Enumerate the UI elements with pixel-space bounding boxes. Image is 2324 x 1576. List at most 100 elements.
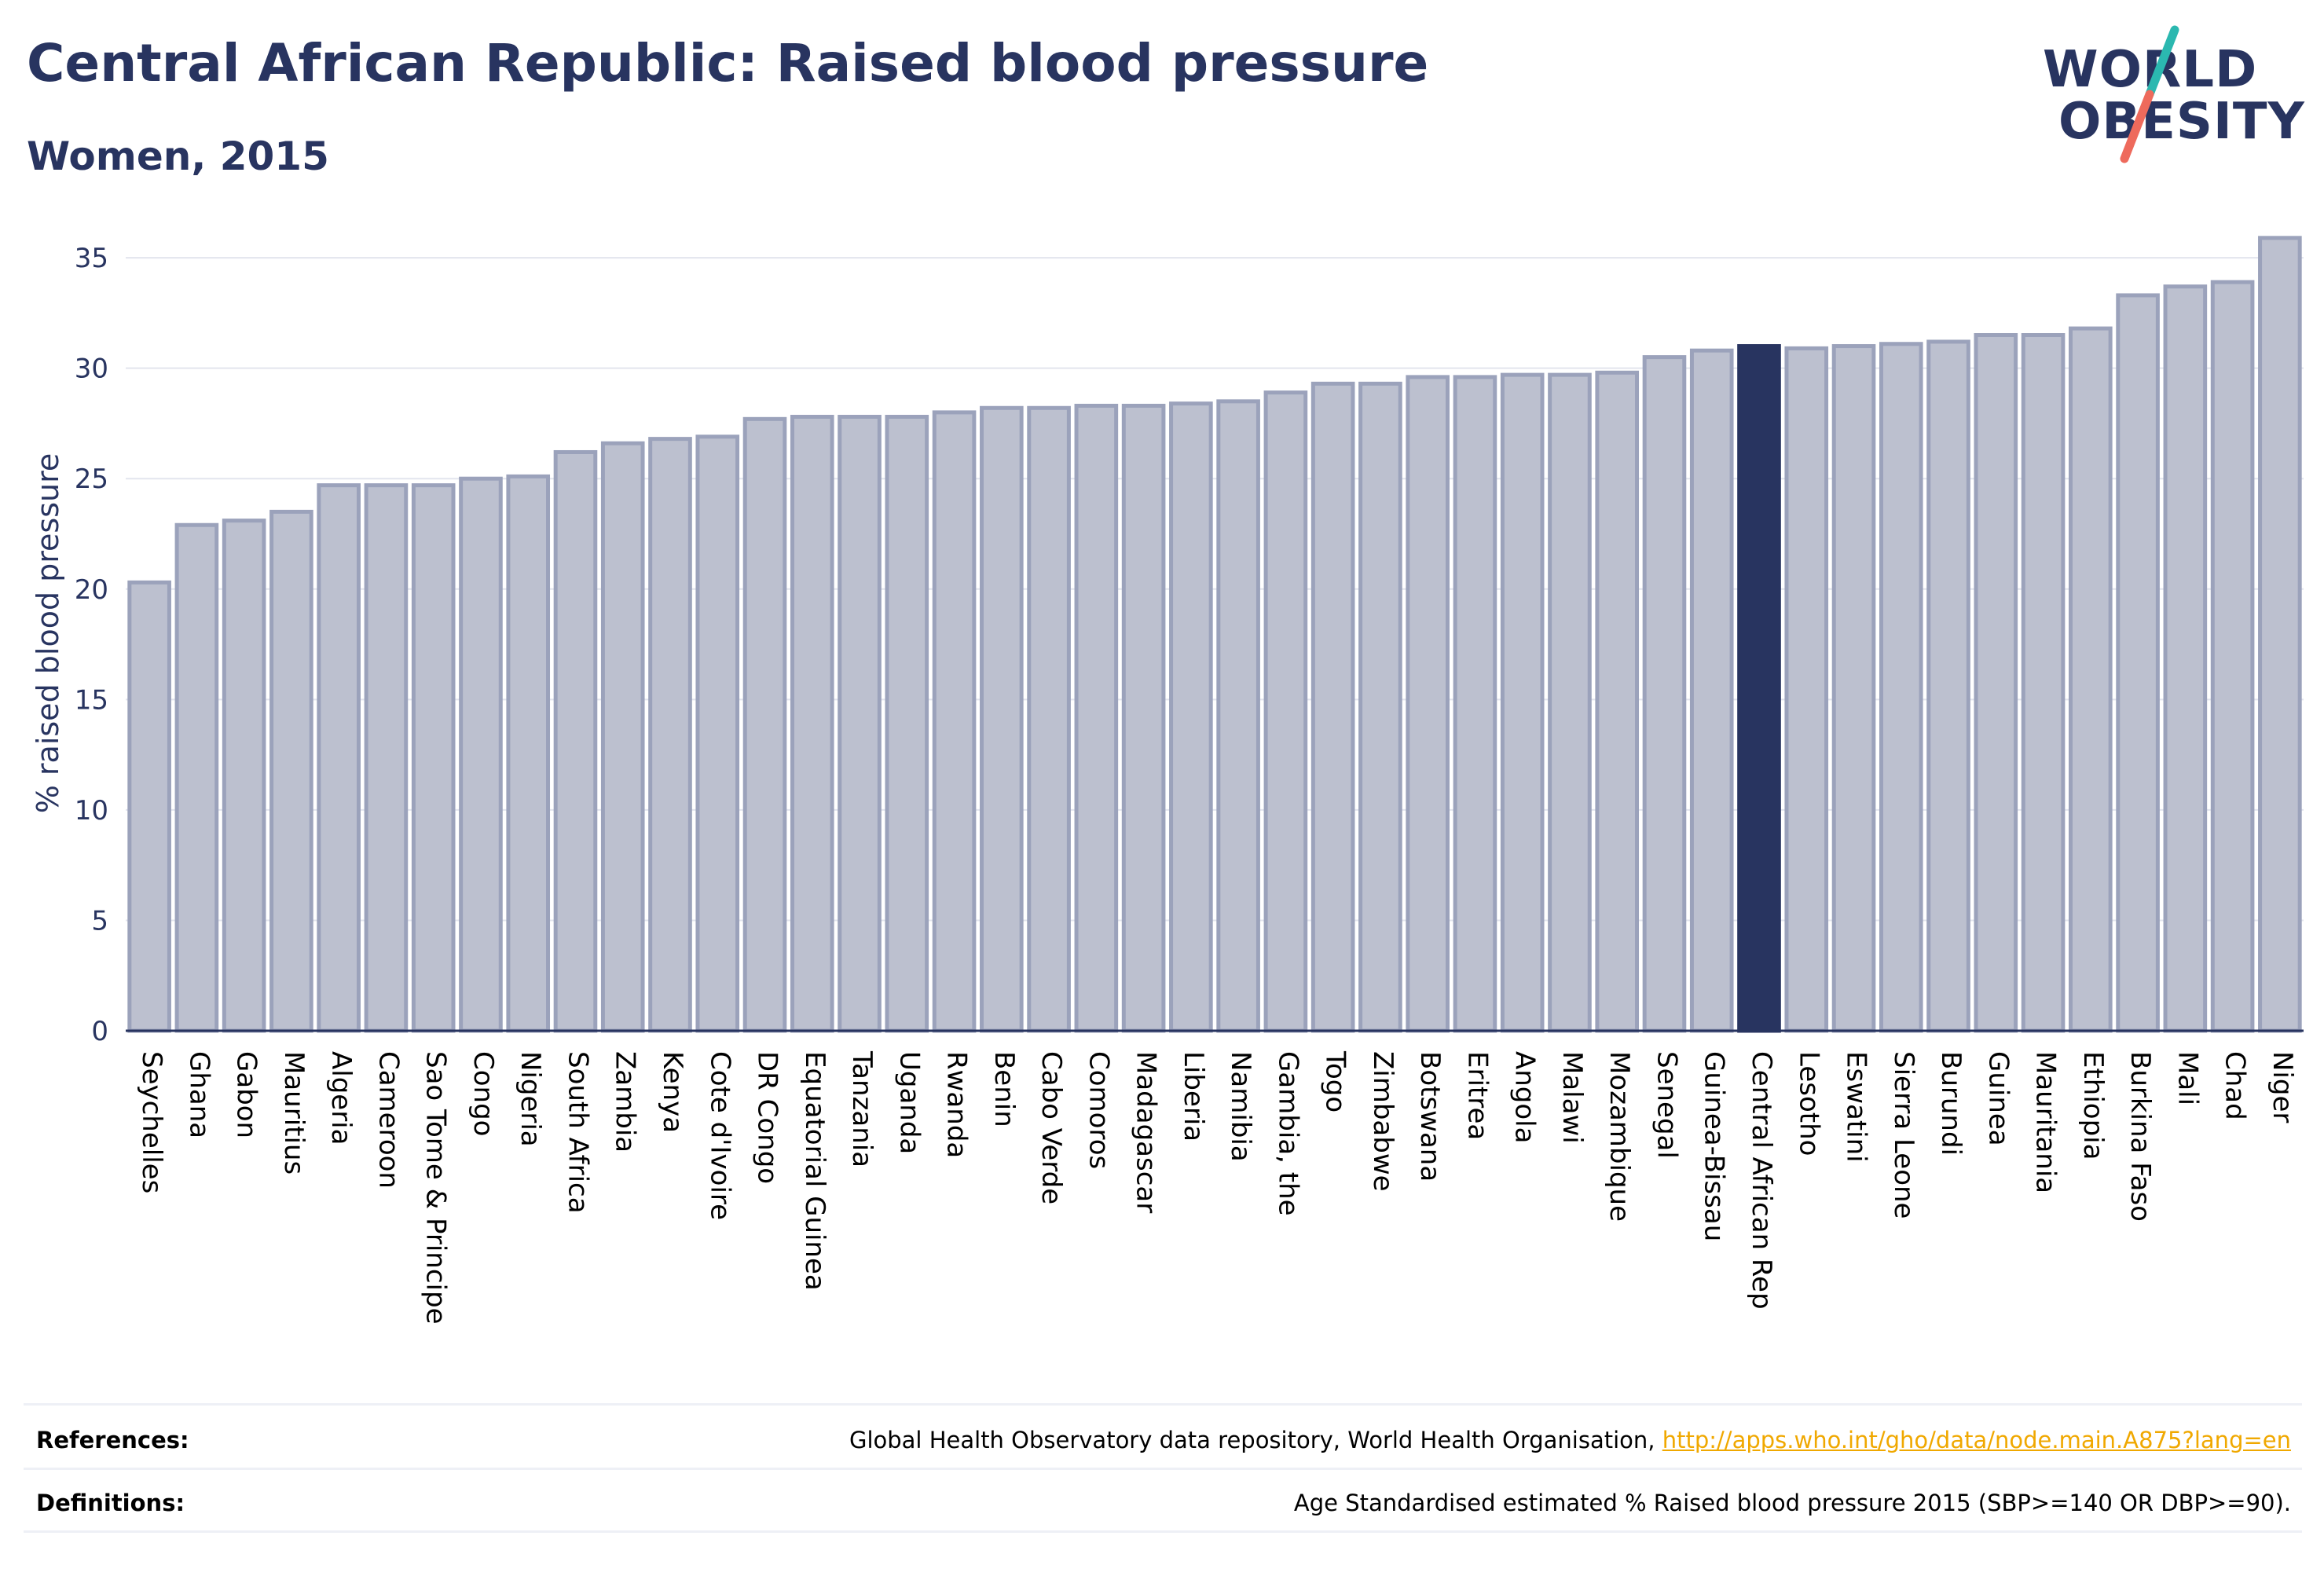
references-link[interactable]: http://apps.who.int/gho/data/node.main.A… xyxy=(1662,1427,2291,1453)
references-label: References: xyxy=(36,1427,189,1453)
logo-word-obesity: OBESITY xyxy=(2058,93,2305,151)
y-tick-label: 0 xyxy=(91,1016,108,1047)
bar xyxy=(1310,381,1355,1033)
references-source: Global Health Observatory data repositor… xyxy=(849,1427,1662,1453)
bar xyxy=(2163,284,2208,1033)
bar xyxy=(2021,333,2066,1033)
bar xyxy=(174,522,219,1033)
x-tick-label: Uganda xyxy=(893,1051,925,1154)
bar xyxy=(1831,344,1876,1033)
x-tick-label: Liberia xyxy=(1178,1051,1209,1142)
x-tick-label: Niger xyxy=(2267,1051,2298,1123)
bar xyxy=(1027,405,1071,1033)
bar xyxy=(1074,403,1119,1033)
bar xyxy=(885,415,929,1033)
logo-slash-icon xyxy=(2120,25,2179,163)
x-tick-label: Mozambique xyxy=(1604,1051,1635,1222)
bar xyxy=(932,410,977,1033)
bar xyxy=(1406,375,1450,1033)
bar xyxy=(506,474,551,1033)
x-tick-label: South Africa xyxy=(562,1051,593,1214)
x-tick-label: Ghana xyxy=(183,1051,214,1138)
bar xyxy=(648,437,692,1033)
y-tick-label: 30 xyxy=(75,354,108,385)
x-tick-label: Gambia, the xyxy=(1272,1051,1303,1216)
bar xyxy=(600,441,645,1033)
x-tick-label: Mali xyxy=(2172,1051,2203,1105)
bar xyxy=(695,434,740,1033)
bar-chart: 0 5 10 15 20 25 30 35 % raised blood pressure Sey… xyxy=(31,236,2304,1325)
y-tick-label: 35 xyxy=(75,243,108,274)
x-tick-label: Ethiopia xyxy=(2077,1051,2109,1160)
bar xyxy=(790,415,834,1033)
bar xyxy=(459,476,503,1033)
x-tick-label: Zambia xyxy=(610,1051,641,1153)
x-tick-label: Cote d'Ivoire xyxy=(704,1051,735,1220)
bar xyxy=(1689,348,1734,1033)
chart-subtitle: Women, 2015 xyxy=(27,134,329,179)
bar xyxy=(1358,381,1402,1033)
bar xyxy=(127,580,171,1033)
x-tick-label: Togo xyxy=(1320,1050,1351,1112)
y-tick-label: 25 xyxy=(75,464,108,495)
bar xyxy=(1453,375,1497,1033)
bar xyxy=(1926,339,1970,1033)
x-tick-label: Comoros xyxy=(1083,1051,1114,1169)
chart-title: Central African Republic: Raised blood p… xyxy=(27,33,1429,93)
bar xyxy=(1784,346,1829,1033)
bar xyxy=(980,405,1024,1033)
x-tick-label: Lesotho xyxy=(1793,1051,1824,1156)
x-tick-label: Cameroon xyxy=(372,1051,404,1189)
x-tick-label: Burundi xyxy=(1935,1051,1967,1156)
x-tick-label: Sao Tome & Principe xyxy=(420,1051,452,1325)
x-tick-label: Senegal xyxy=(1651,1051,1682,1159)
x-tick-label: Botswana xyxy=(1414,1051,1446,1182)
bar xyxy=(1121,403,1166,1033)
x-tick-label: Rwanda xyxy=(941,1051,973,1158)
x-tick-label: Angola xyxy=(1509,1051,1541,1143)
bar xyxy=(2069,326,2113,1033)
bar xyxy=(1216,399,1260,1033)
footer-divider-bottom xyxy=(24,1530,2302,1533)
x-tick-label: Eritrea xyxy=(1461,1051,1493,1140)
y-tick-label: 10 xyxy=(75,795,108,826)
y-tick-label: 5 xyxy=(91,905,108,936)
x-tick-label: Central African Rep xyxy=(1746,1051,1777,1310)
x-tick-label: Malawi xyxy=(1556,1051,1588,1144)
x-tick-label: Eswatini xyxy=(1841,1051,1872,1163)
x-tick-label: Benin xyxy=(988,1051,1020,1127)
y-tick-label: 20 xyxy=(75,574,108,606)
x-tick-label: Mauritius xyxy=(278,1051,310,1175)
x-tick-label: Kenya xyxy=(657,1051,688,1133)
x-tick-label: Congo xyxy=(467,1051,499,1136)
x-tick-label: Guinea xyxy=(1982,1051,2014,1146)
x-tick-label: Burkina Faso xyxy=(2124,1051,2156,1222)
x-tick-label: Chad xyxy=(2220,1051,2251,1120)
x-tick-label: Gabon xyxy=(231,1051,262,1138)
bar xyxy=(742,416,787,1033)
bar xyxy=(838,415,882,1033)
x-tick-label: Madagascar xyxy=(1131,1051,1162,1213)
y-tick-label: 15 xyxy=(75,684,108,716)
bar xyxy=(1974,333,2018,1033)
world-obesity-logo: WORLD OBESITY xyxy=(2043,24,2310,165)
x-tick-label: Guinea-Bissau xyxy=(1699,1051,1730,1241)
definitions-label: Definitions: xyxy=(36,1490,185,1516)
x-tick-label: Tanzania xyxy=(846,1050,878,1167)
x-tick-label: DR Congo xyxy=(752,1051,783,1184)
footer-divider-top xyxy=(24,1403,2302,1406)
bar xyxy=(1169,401,1213,1033)
definitions-text: Age Standardised estimated % Raised bloo… xyxy=(1293,1490,2291,1516)
x-tick-label: Equatorial Guinea xyxy=(799,1051,830,1291)
x-tick-label: Sierra Leone xyxy=(1888,1051,1919,1219)
x-tick-label: Seychelles xyxy=(136,1051,167,1193)
bar xyxy=(2210,280,2255,1033)
bar xyxy=(1737,344,1781,1033)
bar xyxy=(553,449,598,1033)
y-axis-label: % raised blood pressure xyxy=(31,453,65,814)
bar xyxy=(1500,372,1545,1033)
bar xyxy=(411,483,456,1033)
x-tick-label: Nigeria xyxy=(515,1051,546,1147)
references-text: Global Health Observatory data repositor… xyxy=(849,1427,2291,1453)
bar xyxy=(222,519,266,1033)
